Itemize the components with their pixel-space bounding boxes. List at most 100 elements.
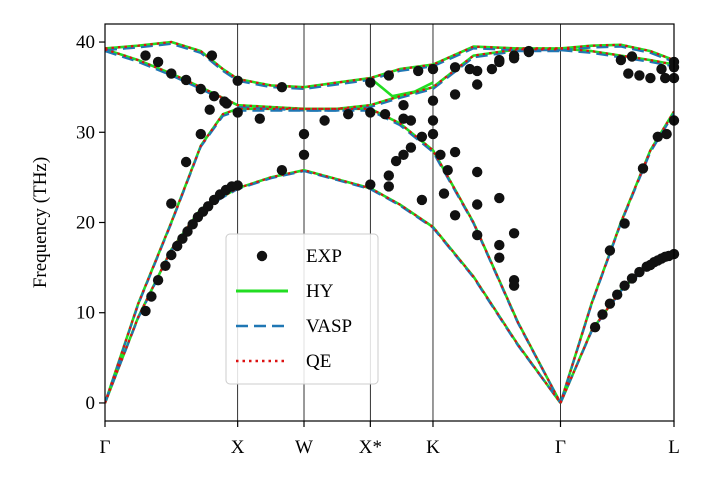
exp-point [634,70,645,81]
exp-point [166,249,177,261]
exp-point [276,165,288,176]
exp-point [486,63,498,75]
y-tick-label: 40 [76,32,95,53]
series-hy-branch-4 [369,77,434,98]
exp-point [298,149,310,160]
series-vasp-branch-7 [560,45,674,63]
exp-point [383,70,394,81]
exp-point [472,79,483,90]
exp-point [276,82,288,93]
exp-point [508,228,520,239]
exp-point [365,107,376,118]
exp-point [494,56,505,68]
exp-point [180,74,192,86]
exp-point [472,229,483,241]
exp-point [152,275,164,286]
exp-point [427,63,439,75]
exp-point [405,115,417,126]
y-tick-label: 0 [86,393,96,414]
exp-point [626,51,638,62]
exp-point [619,280,630,291]
exp-point [221,98,232,109]
x-tick-label: X [231,437,245,458]
exp-point [449,146,461,158]
series-qe-branch-2 [105,48,561,110]
exp-point [152,56,164,68]
exp-point [160,260,171,271]
series-vasp-branch-2 [105,50,561,112]
exp-point [597,309,608,320]
exp-point [449,89,461,100]
y-tick-label: 20 [76,213,95,234]
exp-point [298,128,310,140]
exp-point [379,109,391,120]
exp-point [494,192,505,204]
legend-label-hy: HY [306,281,334,302]
y-tick-label: 10 [76,303,95,324]
exp-point [656,63,667,75]
exp-point [438,188,450,199]
exp-point [172,240,183,252]
exp-point [508,280,520,291]
legend-box [225,233,379,385]
series-vasp-branch-4 [559,253,674,404]
exp-point [435,149,446,160]
exp-point [177,233,188,244]
exp-point [390,155,402,167]
x-tick-label: L [668,437,680,458]
exp-point [195,128,206,140]
x-axis-ticks: Γ X W X* K Γ L [100,421,680,458]
series-hy-branch-2 [105,48,561,111]
exp-point [449,210,461,221]
exp-point [319,115,330,126]
exp-point [166,68,177,79]
exp-point [195,83,206,95]
exp-point [634,266,645,278]
exp-point [187,219,198,230]
exp-point [472,65,483,77]
exp-point [652,131,663,142]
exp-point [589,322,601,333]
exp-point [232,180,243,191]
exp-point [637,163,649,174]
exp-point [166,198,177,209]
x-tick-label: K [426,437,440,458]
exp-point [140,305,151,317]
exp-point [427,128,439,140]
exp-point [146,291,157,302]
exp-point [365,179,376,190]
exp-point [232,107,243,118]
exp-point [416,194,428,206]
exp-point [442,165,453,176]
exp-point [494,239,505,251]
exp-point [416,131,428,142]
exp-point [494,252,505,263]
exp-point [427,115,439,126]
exp-point [343,109,354,120]
exp-point [413,65,424,77]
legend: EXP HY VASP QE [225,233,379,385]
legend-marker-exp [256,250,268,262]
x-tick-label: Γ [100,437,111,458]
y-axis-ticks: 0 10 20 30 40 [76,32,105,414]
exp-point [427,95,439,106]
exp-point [182,226,193,237]
exp-point [405,142,417,153]
legend-label-qe: QE [306,351,331,372]
exp-point [180,156,192,168]
exp-point [645,72,656,84]
exp-point [604,298,616,309]
legend-label-exp: EXP [306,246,342,267]
x-tick-label: W [295,437,313,458]
exp-point [626,273,638,284]
exp-point [383,181,394,192]
exp-point [660,72,671,84]
exp-point [204,104,215,115]
exp-point [383,170,394,181]
y-axis-label: Frequency (THz) [30,157,51,288]
exp-point [604,245,616,256]
y-tick-label: 30 [76,122,95,143]
exp-point [623,68,634,79]
exp-point [398,100,409,111]
